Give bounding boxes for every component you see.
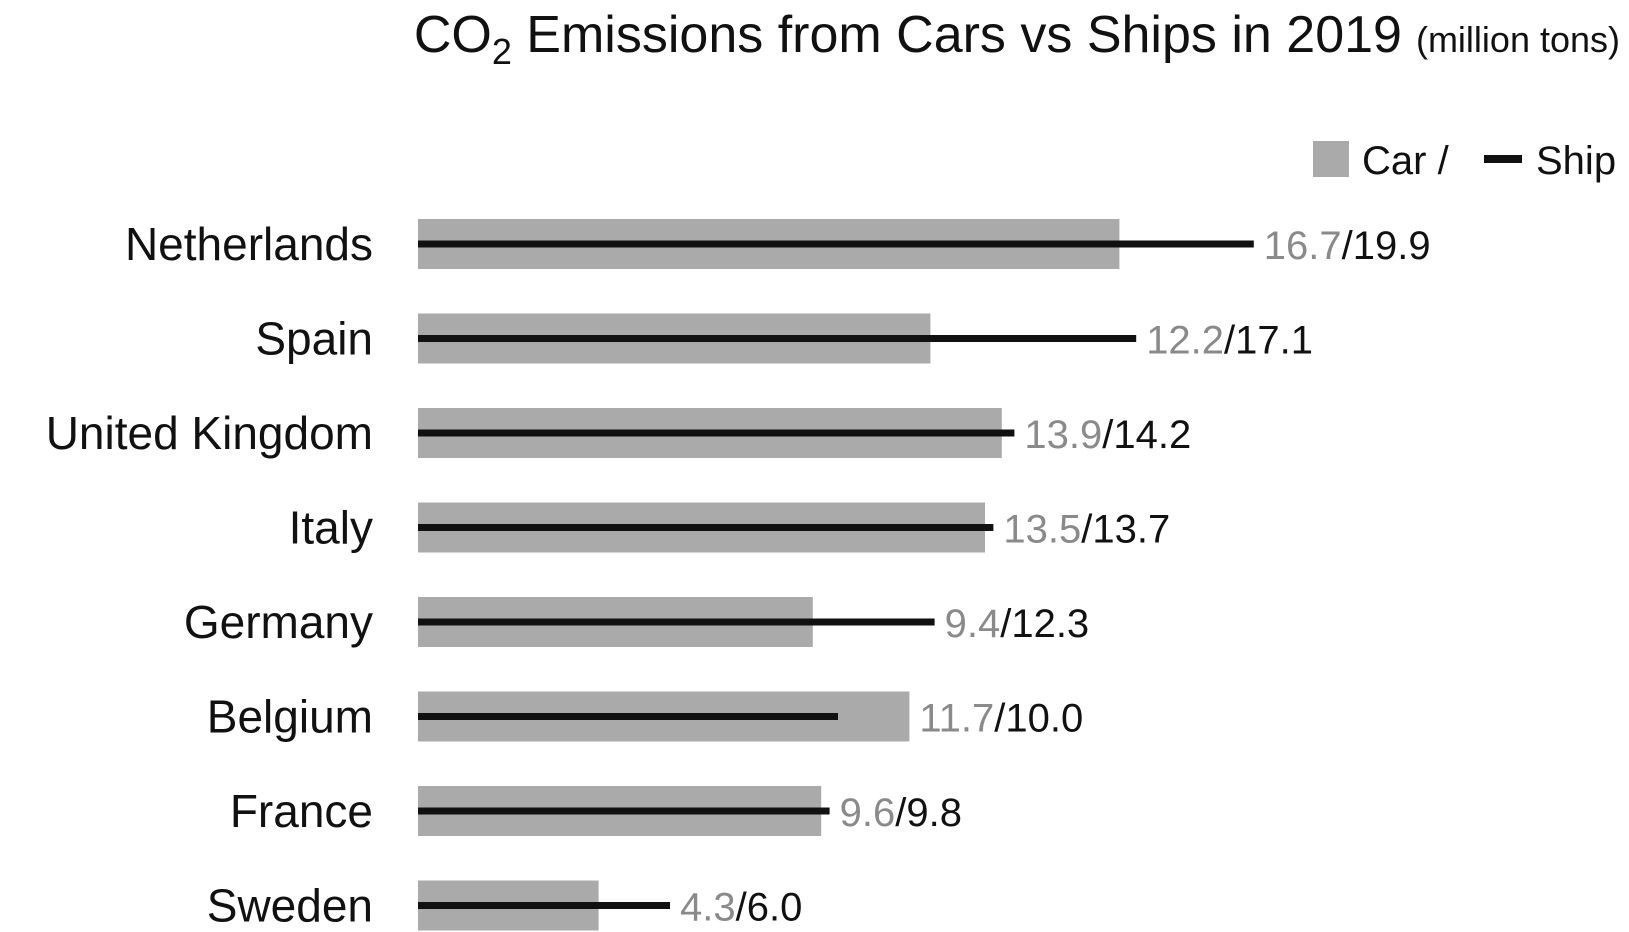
legend-ship-line	[1484, 155, 1522, 163]
value-label-netherlands: 16.7/19.9	[1264, 224, 1431, 268]
value-separator: /	[736, 886, 748, 930]
ship-line-sweden	[418, 902, 670, 909]
ship-value-spain: 17.1	[1235, 319, 1313, 363]
car-value-united-kingdom: 13.9	[1024, 413, 1102, 457]
legend-car-swatch	[1313, 141, 1349, 177]
value-label-spain: 12.2/17.1	[1146, 319, 1313, 363]
category-label-netherlands: Netherlands	[125, 218, 373, 270]
value-separator: /	[895, 791, 907, 835]
chart-title: CO2 Emissions from Cars vs Ships in 2019…	[414, 6, 1620, 72]
ship-value-united-kingdom: 14.2	[1113, 413, 1191, 457]
car-value-belgium: 11.7	[919, 697, 994, 741]
ship-value-france: 9.8	[906, 791, 962, 835]
title-rest: Emissions from Cars vs Ships in 2019	[512, 6, 1402, 64]
ship-value-sweden: 6.0	[747, 886, 803, 930]
title-subscript: 2	[492, 31, 512, 72]
value-separator: /	[994, 697, 1006, 741]
title-unit: (million tons)	[1416, 19, 1620, 60]
ship-value-germany: 12.3	[1011, 602, 1089, 646]
category-label-germany: Germany	[184, 596, 373, 648]
ship-line-netherlands	[418, 240, 1254, 248]
title-main: CO	[414, 6, 492, 64]
ship-line-spain	[418, 335, 1137, 342]
value-separator: /	[1081, 508, 1093, 552]
ship-value-netherlands: 19.9	[1353, 224, 1431, 268]
category-label-italy: Italy	[289, 502, 373, 554]
ship-line-italy	[418, 524, 994, 531]
ship-line-france	[418, 807, 830, 815]
car-value-italy: 13.5	[1003, 508, 1081, 552]
value-separator: /	[1342, 224, 1354, 268]
legend-ship-label: Ship	[1536, 139, 1616, 183]
car-value-germany: 9.4	[945, 602, 1001, 646]
value-label-belgium: 11.7/10.0	[919, 697, 1083, 741]
ship-line-germany	[418, 618, 935, 626]
legend-car-label: Car /	[1362, 139, 1450, 183]
ship-line-belgium	[418, 713, 838, 720]
ship-line-united-kingdom	[418, 429, 1015, 437]
category-label-france: France	[230, 785, 373, 837]
ship-value-belgium: 10.0	[1005, 697, 1083, 741]
category-label-sweden: Sweden	[207, 880, 373, 932]
value-separator: /	[1000, 602, 1012, 646]
car-value-france: 9.6	[840, 791, 896, 835]
value-label-france: 9.6/9.8	[840, 791, 962, 835]
car-value-spain: 12.2	[1146, 319, 1224, 363]
category-label-spain: Spain	[255, 313, 373, 365]
legend: Car / Ship	[1313, 139, 1616, 183]
car-value-netherlands: 16.7	[1264, 224, 1342, 268]
value-label-germany: 9.4/12.3	[945, 602, 1090, 646]
ship-value-italy: 13.7	[1092, 508, 1170, 552]
category-label-belgium: Belgium	[207, 691, 373, 743]
value-label-sweden: 4.3/6.0	[680, 886, 802, 930]
car-value-sweden: 4.3	[680, 886, 736, 930]
value-separator: /	[1224, 319, 1236, 363]
value-label-italy: 13.5/13.7	[1003, 508, 1170, 552]
value-label-united-kingdom: 13.9/14.2	[1024, 413, 1191, 457]
category-label-united-kingdom: United Kingdom	[46, 407, 373, 459]
value-separator: /	[1102, 413, 1114, 457]
